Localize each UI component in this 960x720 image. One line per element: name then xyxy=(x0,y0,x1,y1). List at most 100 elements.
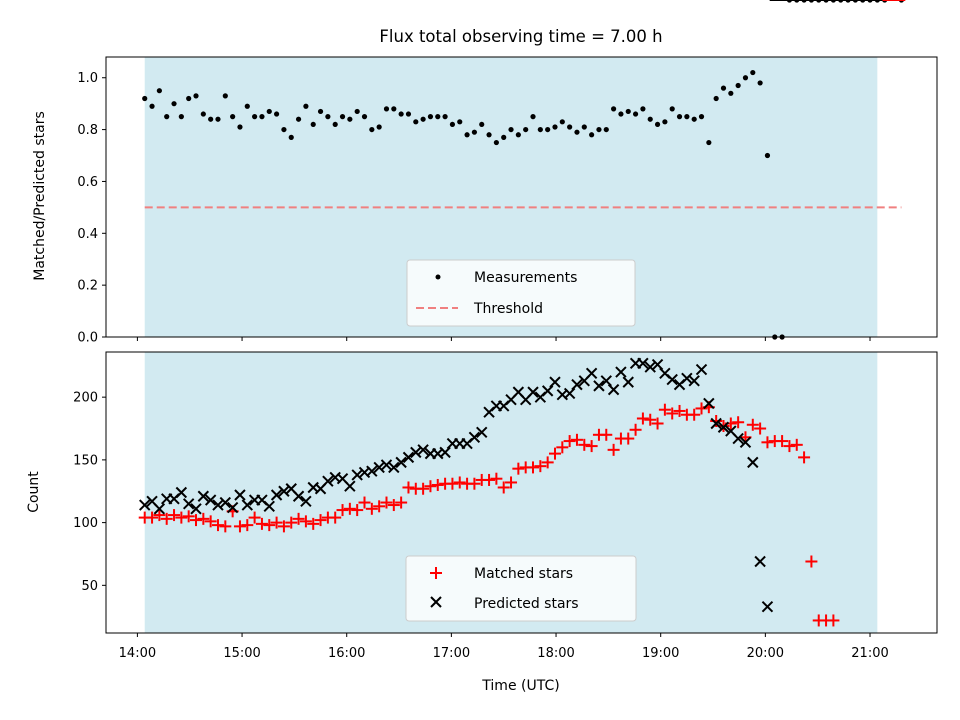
measurement-point xyxy=(574,129,580,135)
x-tick-label: 20:00 xyxy=(747,646,784,661)
measurement-point xyxy=(398,111,404,117)
measurement-point xyxy=(442,114,448,120)
matched-star-point xyxy=(827,614,840,627)
ratio-x-ticks xyxy=(136,337,871,341)
matched-star-point xyxy=(746,418,759,431)
predicted-star-point xyxy=(300,495,312,507)
measurement-point xyxy=(230,114,236,120)
matched-star-point xyxy=(600,428,613,441)
measurement-point xyxy=(427,114,434,120)
matched-star-point xyxy=(570,433,583,446)
predicted-star-point xyxy=(651,358,664,371)
predicted-star-point xyxy=(439,446,451,459)
measurement-point xyxy=(471,129,478,135)
measurement-points xyxy=(142,0,905,340)
ratio-panel: 0.0 0.2 0.4 0.6 0.8 1.0 Matched/Predicted sta… xyxy=(32,0,938,346)
measurement-point xyxy=(391,106,397,112)
matched-star-point xyxy=(805,555,818,568)
x-tick-label: 15:00 xyxy=(223,646,260,661)
count-panel: 50 100 150 200 14:00 15:00 16:00 17:00 18:00 19:… xyxy=(26,0,938,661)
measurement-point xyxy=(676,114,683,120)
matched-star-point xyxy=(329,511,342,524)
predicted-star-point xyxy=(204,494,217,506)
predicted-star-point xyxy=(263,500,275,513)
matched-star-point xyxy=(548,447,561,460)
predicted-star-point xyxy=(695,363,708,376)
measurement-point xyxy=(252,114,258,120)
x-axis-label: Time (UTC) xyxy=(481,678,559,694)
measurement-point xyxy=(405,111,412,117)
legend-matched-marker xyxy=(430,567,442,579)
matched-star-point xyxy=(651,417,664,430)
matched-star-point xyxy=(483,473,496,486)
matched-star-point xyxy=(431,478,444,491)
y-tick-label: 100 xyxy=(73,516,98,531)
predicted-star-point xyxy=(710,417,722,430)
measurement-point xyxy=(193,93,199,99)
predicted-star-point xyxy=(388,461,400,474)
legend-predicted-label: Predicted stars xyxy=(474,596,579,612)
measurement-point xyxy=(662,119,668,125)
measurement-point xyxy=(178,114,184,120)
predicted-star-point xyxy=(703,397,715,410)
matched-star-point xyxy=(424,480,437,493)
matched-star-point xyxy=(468,477,481,490)
matched-star-point xyxy=(358,496,371,509)
legend-matched-label: Matched stars xyxy=(474,566,573,582)
measurement-point xyxy=(332,121,338,128)
matched-star-point xyxy=(695,402,708,415)
ratio-y-ticks: 0.0 0.2 0.4 0.6 0.8 1.0 xyxy=(77,71,106,346)
measurement-point xyxy=(171,101,177,107)
matched-star-point xyxy=(534,460,547,473)
measurement-point xyxy=(237,124,243,130)
predicted-star-point xyxy=(234,489,246,501)
measurement-point xyxy=(750,69,756,76)
predicted-star-point xyxy=(747,456,759,469)
measurement-point xyxy=(310,121,316,128)
y-tick-label: 200 xyxy=(73,391,98,406)
matched-star-point xyxy=(636,412,649,425)
measurement-point xyxy=(713,95,719,102)
legend-threshold-label: Threshold xyxy=(473,301,543,317)
measurement-point xyxy=(625,108,631,115)
measurement-point xyxy=(552,124,558,130)
measurement-point xyxy=(479,121,485,128)
measurement-point xyxy=(266,108,272,115)
matched-star-point xyxy=(314,514,327,527)
count-legend: Matched stars Predicted stars xyxy=(405,555,637,622)
predicted-star-point xyxy=(395,456,407,469)
measurement-point xyxy=(208,116,214,122)
measurement-point xyxy=(325,114,331,120)
matched-star-point xyxy=(219,520,232,533)
matched-star-point xyxy=(754,422,767,435)
y-tick-label: 1.0 xyxy=(77,71,98,86)
predicted-star-point xyxy=(197,490,210,502)
matched-star-point xyxy=(241,519,254,532)
predicted-star-point xyxy=(182,498,195,510)
matched-star-point xyxy=(710,414,723,427)
measurement-point xyxy=(303,103,309,109)
measurement-point xyxy=(222,93,228,99)
predicted-star-point xyxy=(563,387,576,400)
measurement-point xyxy=(596,126,602,133)
measurement-point xyxy=(654,121,661,128)
matched-star-point xyxy=(197,512,210,525)
legend-measurements-marker xyxy=(435,274,441,280)
predicted-star-point xyxy=(139,499,151,511)
matched-star-point xyxy=(263,519,276,532)
predicted-star-point xyxy=(681,372,693,385)
measurement-point xyxy=(603,126,609,133)
predicted-star-point xyxy=(476,426,488,438)
predicted-star-point xyxy=(754,555,766,568)
matched-star-point xyxy=(783,440,796,453)
predicted-stars-points xyxy=(139,0,883,613)
measurement-point xyxy=(420,116,426,122)
matched-star-point xyxy=(277,520,290,533)
ratio-axes-frame xyxy=(105,56,938,338)
predicted-star-point xyxy=(549,376,561,388)
predicted-star-point xyxy=(190,503,202,515)
measurement-point xyxy=(508,126,514,133)
matched-star-point xyxy=(732,416,745,429)
matched-star-point xyxy=(556,441,569,454)
matched-star-point xyxy=(644,413,657,426)
